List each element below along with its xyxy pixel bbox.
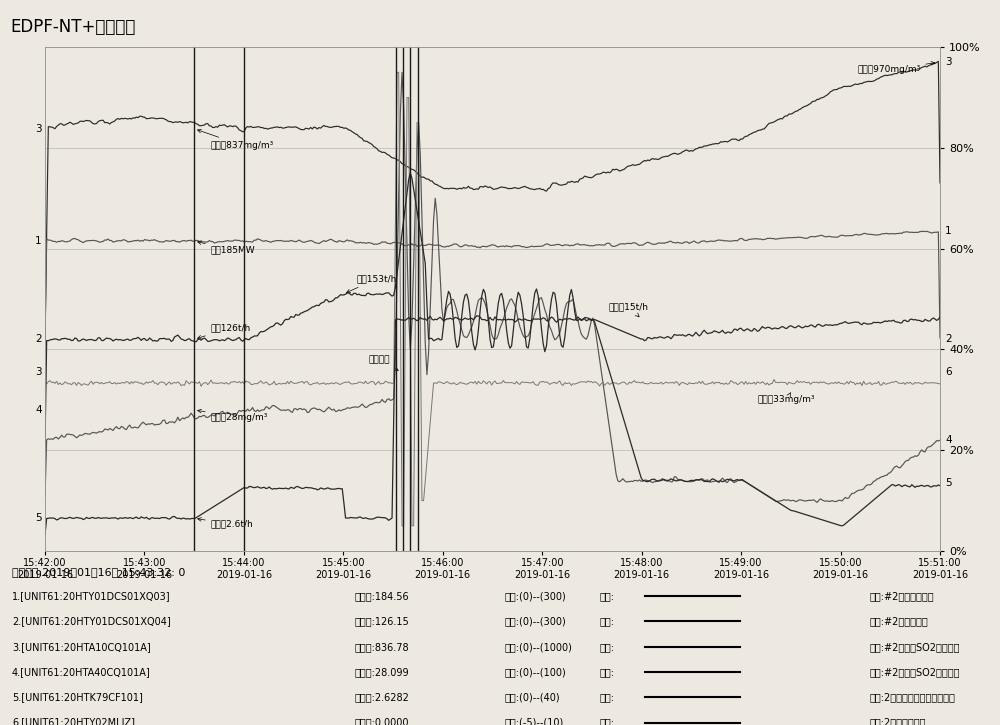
Text: 线型:: 线型:	[600, 616, 615, 626]
Text: 4.[UNIT61:20HTA40CQ101A]: 4.[UNIT61:20HTA40CQ101A]	[12, 667, 151, 677]
Text: 3.[UNIT61:20HTA10CQ101A]: 3.[UNIT61:20HTA10CQ101A]	[12, 642, 151, 652]
Text: 负荷185MW: 负荷185MW	[198, 241, 255, 254]
Text: 描述:2号吸收塔石灰石供浆流量: 描述:2号吸收塔石灰石供浆流量	[870, 692, 956, 703]
Text: 6: 6	[945, 367, 952, 377]
Text: 线型:: 线型:	[600, 692, 615, 703]
Text: 量程:(0)--(300): 量程:(0)--(300)	[505, 616, 567, 626]
Text: 描述:#2机组机组负荷: 描述:#2机组机组负荷	[870, 592, 935, 601]
Text: 供煤量15t/h: 供煤量15t/h	[609, 302, 649, 317]
Text: 5: 5	[35, 513, 42, 523]
Text: 1: 1	[35, 236, 42, 246]
Text: 量程:(0)--(40): 量程:(0)--(40)	[505, 692, 561, 703]
Text: 游标值:126.15: 游标值:126.15	[355, 616, 410, 626]
Text: 2.[UNIT61:20HTY01DCS01XQ04]: 2.[UNIT61:20HTY01DCS01XQ04]	[12, 616, 171, 626]
Text: 游标值:836.78: 游标值:836.78	[355, 642, 410, 652]
Text: 3: 3	[945, 57, 952, 67]
Text: 游标值:28.099: 游标值:28.099	[355, 667, 410, 677]
Text: 出口硫28mg/m³: 出口硫28mg/m³	[198, 410, 268, 422]
Text: EDPF-NT+历史趋势: EDPF-NT+历史趋势	[10, 18, 135, 36]
Text: 线型:: 线型:	[600, 642, 615, 652]
Text: 5.[UNIT61:20HTK79CF101]: 5.[UNIT61:20HTK79CF101]	[12, 692, 143, 703]
Text: 4: 4	[35, 405, 42, 415]
Text: 游标时间:2019年01月16日 15:43:32: 0: 游标时间:2019年01月16日 15:43:32: 0	[12, 567, 185, 577]
Text: 4: 4	[945, 435, 952, 445]
Text: 3: 3	[35, 367, 42, 377]
Text: 出口硫33mg/m³: 出口硫33mg/m³	[758, 392, 815, 405]
Text: 1.[UNIT61:20HTY01DCS01XQ03]: 1.[UNIT61:20HTY01DCS01XQ03]	[12, 592, 171, 601]
Text: 描述:#2机组燃煤量: 描述:#2机组燃煤量	[870, 616, 929, 626]
Text: 量程:(0)--(1000): 量程:(0)--(1000)	[505, 642, 573, 652]
Text: 供浆量2.6t/h: 供浆量2.6t/h	[198, 518, 253, 529]
Text: 游标值:0.0000: 游标值:0.0000	[355, 718, 410, 725]
Text: 入口硫837mg/m³: 入口硫837mg/m³	[198, 129, 274, 150]
Text: 煤量急增: 煤量急增	[368, 355, 398, 370]
Text: 描述:2号炉煤量急增: 描述:2号炉煤量急增	[870, 718, 926, 725]
Text: 量程:(0)--(300): 量程:(0)--(300)	[505, 592, 567, 601]
Text: 量程:(0)--(100): 量程:(0)--(100)	[505, 667, 567, 677]
Text: 入口硫970mg/m³: 入口硫970mg/m³	[857, 62, 935, 75]
Text: 5: 5	[945, 478, 952, 488]
Text: 游标值:2.6282: 游标值:2.6282	[355, 692, 410, 703]
Text: 6.[UNIT61:20HTY02MLJZ]: 6.[UNIT61:20HTY02MLJZ]	[12, 718, 135, 725]
Text: 游标值:184.56: 游标值:184.56	[355, 592, 410, 601]
Text: 线型:: 线型:	[600, 592, 615, 601]
Text: 2: 2	[945, 334, 952, 344]
Text: 供煤153t/h: 供煤153t/h	[347, 275, 397, 293]
Text: 线型:: 线型:	[600, 667, 615, 677]
Text: 3: 3	[35, 124, 42, 133]
Text: 供煤126t/h: 供煤126t/h	[198, 323, 251, 339]
Text: 描述:#2机入口SO2折算浓度: 描述:#2机入口SO2折算浓度	[870, 642, 960, 652]
Text: 2: 2	[35, 334, 42, 344]
Text: 1: 1	[945, 226, 952, 236]
Text: 描述:#2机出口SO2折算浓度: 描述:#2机出口SO2折算浓度	[870, 667, 960, 677]
Text: 量程:(-5)--(10): 量程:(-5)--(10)	[505, 718, 564, 725]
Text: 线型:: 线型:	[600, 718, 615, 725]
